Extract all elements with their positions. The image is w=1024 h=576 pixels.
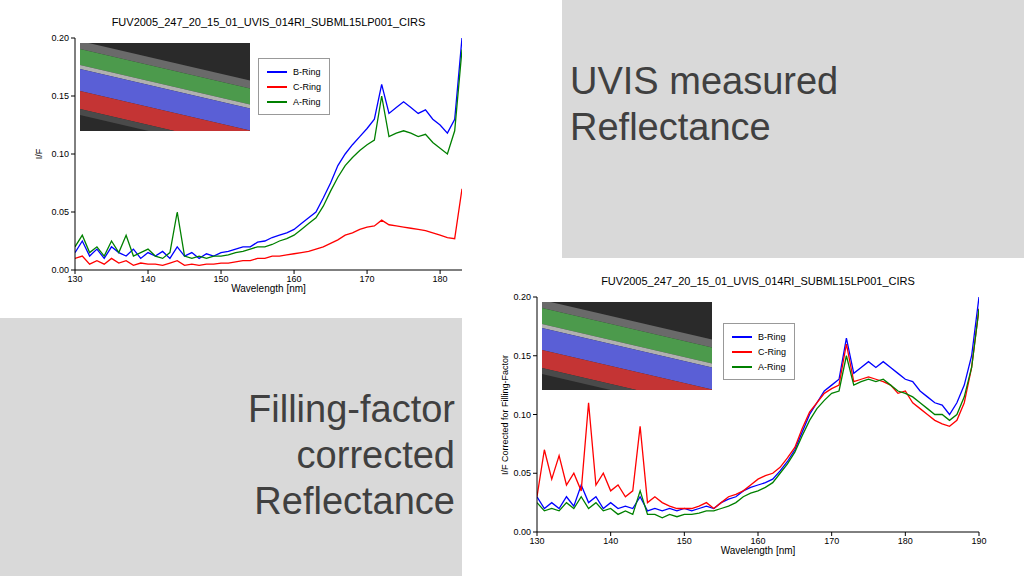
html-text:FUV2005_247_20_15_01_UVIS_014R: FUV2005_247_20_15_01_UVIS_014RI_SUBML15L…: [601, 275, 915, 287]
svg-text:180: 180: [898, 536, 913, 546]
svg-text:150: 150: [677, 536, 692, 546]
svg-text:130: 130: [529, 536, 544, 546]
svg-text:0.10: 0.10: [51, 149, 69, 159]
html-text:C-Ring: C-Ring: [293, 81, 321, 92]
svg-text:140: 140: [141, 274, 156, 284]
svg-text:0.20: 0.20: [51, 33, 69, 43]
svg-text:0.10: 0.10: [513, 410, 531, 420]
html-text:B-Ring: B-Ring: [758, 331, 786, 342]
svg-text:170: 170: [360, 274, 375, 284]
svg-text:150: 150: [214, 274, 229, 284]
html-text:UVIS measured Reflectance: UVIS measured Reflectance: [570, 60, 839, 148]
html-text:I/F: I/F: [34, 148, 44, 160]
svg-text:160: 160: [750, 536, 765, 546]
svg-text:170: 170: [824, 536, 839, 546]
svg-text:0.00: 0.00: [513, 527, 531, 537]
html-text:FUV2005_247_20_15_01_UVIS_014R: FUV2005_247_20_15_01_UVIS_014RI_SUBML15L…: [111, 16, 426, 28]
svg-text:0.15: 0.15: [513, 351, 531, 361]
html-text:A-Ring: A-Ring: [758, 361, 786, 372]
svg-text:130: 130: [67, 274, 82, 284]
html-text:I/F Corrected for Filling-Fact: I/F Corrected for Filling-Factor: [500, 354, 510, 475]
html-text:Filling-factor corrected Refle: Filling-factor corrected Reflectance: [248, 388, 455, 522]
svg-text:180: 180: [433, 274, 448, 284]
html-text:C-Ring: C-Ring: [758, 346, 786, 357]
svg-text:0.05: 0.05: [513, 468, 531, 478]
svg-text:140: 140: [603, 536, 618, 546]
svg-text:0.15: 0.15: [51, 91, 69, 101]
html-text:Wavelength [nm]: Wavelength [nm]: [720, 545, 796, 556]
svg-text:160: 160: [287, 274, 302, 284]
html-text:A-Ring: A-Ring: [293, 96, 321, 107]
svg-text:0.00: 0.00: [51, 265, 69, 275]
svg-text:0.05: 0.05: [51, 207, 69, 217]
html-text:B-Ring: B-Ring: [293, 66, 321, 77]
svg-text:0.20: 0.20: [513, 292, 531, 302]
html-text:Wavelength [nm]: Wavelength [nm]: [231, 283, 306, 294]
svg-text:190: 190: [971, 536, 986, 546]
